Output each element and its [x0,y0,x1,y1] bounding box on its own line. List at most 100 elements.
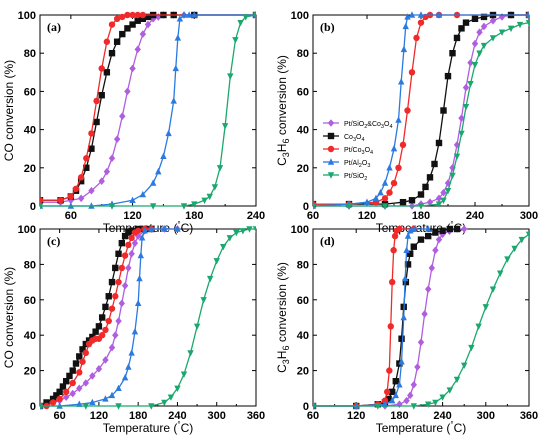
data-point [93,118,100,126]
data-point [428,264,435,272]
data-point [395,164,402,171]
data-point [148,225,155,232]
data-point [453,34,461,42]
data-point [139,190,147,198]
x-tick-label: 180 [412,210,430,222]
data-point [102,326,109,334]
legend-label: Co3O4 [344,134,365,143]
data-point [439,227,446,234]
data-point [489,16,497,25]
data-point [407,227,414,234]
data-point [129,64,136,73]
data-point [440,188,447,197]
x-axis-title: Temperature (°C) [376,420,467,435]
plot-frame [39,14,257,207]
data-point [115,384,122,391]
data-point [404,13,411,20]
data-point [387,323,394,330]
data-point [408,197,416,204]
legend-item: Pt/Al2O3 [323,158,370,169]
series-line [313,233,529,407]
x-tick-label: 60 [54,410,66,422]
data-point [497,270,504,277]
data-point [82,349,90,357]
data-point [95,365,103,373]
data-point [112,331,119,339]
data-point [82,379,90,387]
data-point [139,30,147,38]
data-point [410,380,417,389]
data-point [242,14,249,21]
data-point [125,363,132,370]
data-point [390,247,397,254]
data-point [476,28,483,36]
x-tick-label: 240 [247,210,265,222]
data-point [180,203,188,210]
data-point [174,385,181,392]
data-point [139,11,147,19]
y-axis-title: C3H6 conversion (%) [275,55,291,166]
data-point [422,183,429,191]
data-point [385,395,392,403]
y-tick-label: 100 [291,10,309,22]
x-tick-label: 60 [307,410,319,422]
x-tick-label: 60 [307,210,319,222]
legend-marker [327,172,335,179]
data-point [435,11,443,18]
data-point [402,278,410,286]
plot-frame [312,228,530,407]
data-point [89,333,96,341]
data-point [444,72,452,80]
legend-label: Pt/Al2O3 [344,160,370,169]
data-point [372,194,380,202]
data-point [113,38,121,45]
data-point [149,179,157,186]
data-point [431,160,438,168]
data-point [121,232,129,240]
data-point [49,399,57,406]
data-point [511,245,518,253]
data-point [435,194,443,203]
data-point [453,376,461,384]
data-point [174,225,181,232]
data-point [144,13,152,21]
series-co3o4 [313,225,461,410]
data-point [102,303,109,311]
legend-item: Pt/SiO2&Co3O4 [323,119,393,130]
x-tick-label: 300 [477,410,495,422]
series-pt-sio2 [313,19,529,210]
data-point [92,328,99,335]
data-point [83,164,90,171]
data-point [392,378,399,385]
data-point [103,69,111,76]
data-point [507,25,515,33]
data-point [108,203,116,210]
data-point [187,350,194,357]
y-tick-label: 80 [24,48,36,60]
data-point [449,172,456,180]
data-point [76,353,83,360]
data-point [49,395,57,403]
data-point [124,87,131,96]
legend-label: Pt/SiO2 [344,173,367,182]
data-point [446,225,453,233]
y-tick-label: 80 [297,259,309,271]
data-point [410,243,417,250]
data-point [239,228,247,235]
x-tick-label: 120 [358,210,376,222]
data-point [421,310,428,318]
data-point [410,225,417,232]
data-point [115,250,122,257]
data-point [148,403,155,410]
data-point [396,400,403,409]
series-line [40,228,256,407]
data-point [134,11,141,19]
y-tick-label: 0 [303,201,309,213]
data-point [377,188,384,196]
data-point [131,327,139,335]
data-point [138,234,146,241]
data-point [516,21,524,29]
data-point [482,304,489,311]
data-point [67,193,75,200]
y-tick-label: 80 [297,48,309,60]
